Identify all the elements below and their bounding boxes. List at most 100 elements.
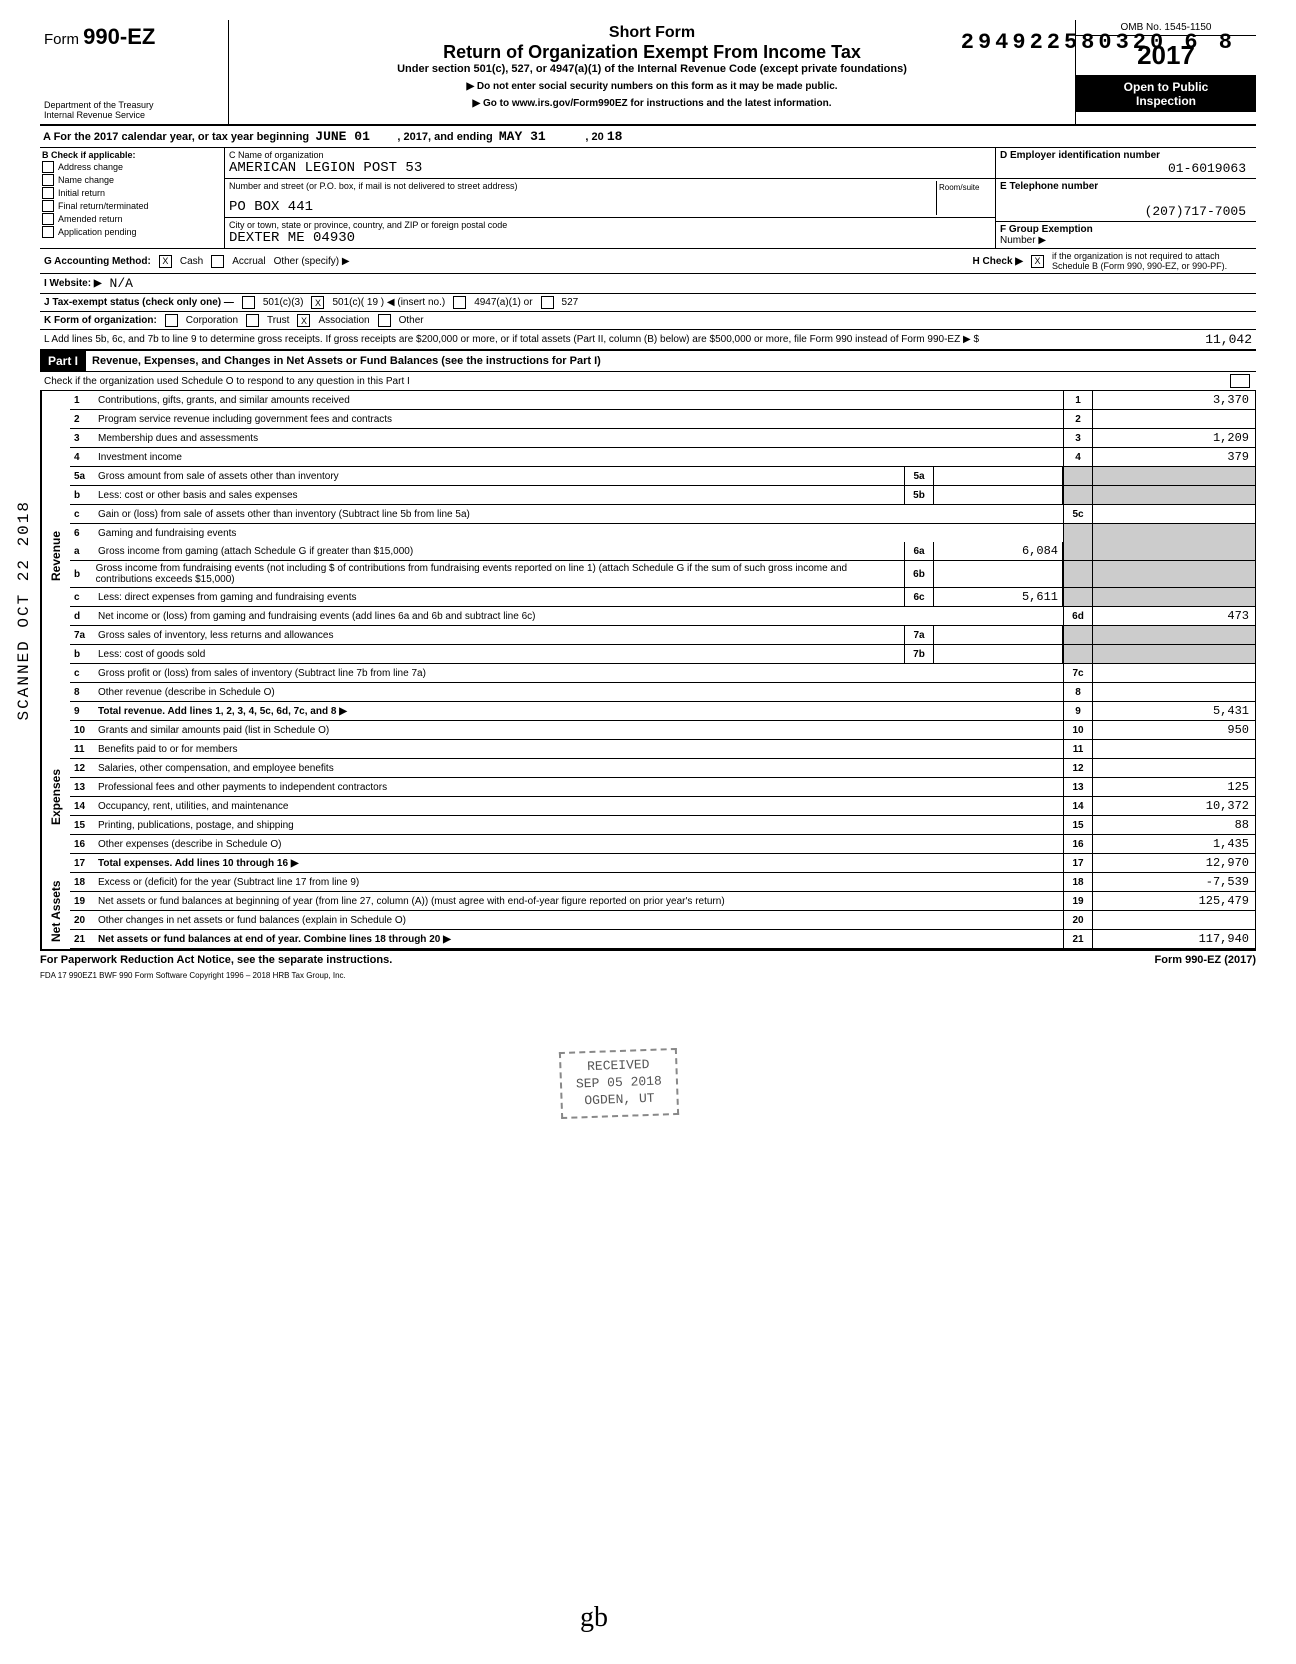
- line-4: 4 Investment income 4 379: [70, 448, 1255, 467]
- lbl-501c3: 501(c)(3): [263, 297, 304, 308]
- ein: 01-6019063: [1000, 161, 1252, 176]
- line-2: 2 Program service revenue including gove…: [70, 410, 1255, 429]
- entity-block: B Check if applicable: Address change Na…: [40, 148, 1256, 249]
- form-title: Return of Organization Exempt From Incom…: [237, 42, 1067, 63]
- ssn-warning: ▶ Do not enter social security numbers o…: [237, 81, 1067, 92]
- chk-final-return[interactable]: [42, 200, 54, 212]
- city-label: City or town, state or province, country…: [229, 220, 991, 230]
- chk-501c[interactable]: X: [311, 296, 324, 309]
- part1-check-text: Check if the organization used Schedule …: [44, 376, 410, 387]
- line-5b: b Less: cost or other basis and sales ex…: [70, 486, 1255, 505]
- line-5a: 5a Gross amount from sale of assets othe…: [70, 467, 1255, 486]
- line-12: 12 Salaries, other compensation, and emp…: [70, 759, 1255, 778]
- j-label: J Tax-exempt status (check only one) —: [44, 297, 234, 308]
- chk-name-change[interactable]: [42, 174, 54, 186]
- line-3: 3 Membership dues and assessments 3 1,20…: [70, 429, 1255, 448]
- l-arrow: ▶ $: [963, 334, 979, 345]
- chk-accrual[interactable]: [211, 255, 224, 268]
- lbl-initial-return: Initial return: [58, 188, 105, 198]
- part1-header: Part I Revenue, Expenses, and Changes in…: [40, 351, 1256, 372]
- lbl-4947: 4947(a)(1) or: [474, 297, 532, 308]
- short-form-label: Short Form: [237, 24, 1067, 42]
- line-17: 17 Total expenses. Add lines 10 through …: [70, 854, 1255, 873]
- g-label: G Accounting Method:: [44, 256, 151, 267]
- chk-corp[interactable]: [165, 314, 178, 327]
- line-8: 8 Other revenue (describe in Schedule O)…: [70, 683, 1255, 702]
- lbl-accrual: Accrual: [232, 256, 265, 267]
- website: N/A: [110, 276, 133, 291]
- line-1: 1 Contributions, gifts, grants, and simi…: [70, 391, 1255, 410]
- chk-app-pending[interactable]: [42, 226, 54, 238]
- line-6c: c Less: direct expenses from gaming and …: [70, 588, 1255, 607]
- lbl-amended: Amended return: [58, 214, 123, 224]
- line-6d: d Net income or (loss) from gaming and f…: [70, 607, 1255, 626]
- chk-501c3[interactable]: [242, 296, 255, 309]
- chk-amended[interactable]: [42, 213, 54, 225]
- lbl-address-change: Address change: [58, 162, 123, 172]
- e-label: E Telephone number: [1000, 181, 1098, 192]
- chk-address-change[interactable]: [42, 161, 54, 173]
- line-18: 18 Excess or (deficit) for the year (Sub…: [70, 873, 1255, 892]
- line-7a: 7a Gross sales of inventory, less return…: [70, 626, 1255, 645]
- open-public-1: Open to Public: [1080, 80, 1252, 94]
- street-label: Number and street (or P.O. box, if mail …: [229, 181, 936, 191]
- h-label: H Check ▶: [973, 256, 1023, 267]
- lbl-app-pending: Application pending: [58, 227, 137, 237]
- line-19: 19 Net assets or fund balances at beginn…: [70, 892, 1255, 911]
- scanned-stamp: SCANNED OCT 22 2018: [15, 500, 33, 720]
- line-6: 6 Gaming and fundraising events: [70, 524, 1255, 542]
- tax-year-begin: JUNE 01: [315, 129, 370, 144]
- signature: gb: [580, 1602, 608, 1634]
- chk-initial-return[interactable]: [42, 187, 54, 199]
- h-text: if the organization is not required to a…: [1052, 251, 1252, 271]
- line-a-mid: , 2017, and ending: [397, 131, 492, 143]
- chk-assoc[interactable]: X: [297, 314, 310, 327]
- line-10: 10 Grants and similar amounts paid (list…: [70, 721, 1255, 740]
- url-note: ▶ Go to www.irs.gov/Form990EZ for instru…: [237, 98, 1067, 109]
- f-number: Number ▶: [1000, 235, 1046, 246]
- lbl-name-change: Name change: [58, 175, 114, 185]
- chk-cash[interactable]: X: [159, 255, 172, 268]
- lbl-other-method: Other (specify) ▶: [274, 256, 350, 267]
- line-6a: a Gross income from gaming (attach Sched…: [70, 542, 1255, 561]
- form-number: 990-EZ: [83, 24, 155, 49]
- stamp-location: OGDEN, UT: [576, 1090, 662, 1110]
- d-label: D Employer identification number: [1000, 150, 1160, 161]
- line-15: 15 Printing, publications, postage, and …: [70, 816, 1255, 835]
- l-text: L Add lines 5b, 6c, and 7b to line 9 to …: [44, 334, 960, 345]
- i-label: I Website: ▶: [44, 278, 102, 289]
- room-label: Room/suite: [936, 181, 991, 215]
- chk-other-org[interactable]: [378, 314, 391, 327]
- phone: (207)717-7005: [1000, 204, 1252, 219]
- line-a-suffix: , 20: [585, 131, 603, 143]
- line-a: A For the 2017 calendar year, or tax yea…: [40, 126, 1256, 148]
- chk-4947[interactable]: [453, 296, 466, 309]
- part1-label: Part I: [40, 351, 86, 371]
- chk-schedule-o[interactable]: [1230, 374, 1250, 388]
- gross-receipts: 11,042: [1132, 332, 1252, 347]
- form-footer-right: Form 990-EZ (2017): [1155, 954, 1256, 966]
- paperwork-notice: For Paperwork Reduction Act Notice, see …: [40, 954, 392, 966]
- received-stamp: RECEIVED SEP 05 2018 OGDEN, UT: [559, 1048, 679, 1119]
- software-copyright: FDA 17 990EZ1 BWF 990 Form Software Copy…: [40, 969, 1256, 982]
- netassets-side-label: Net Assets: [41, 873, 70, 949]
- expenses-side-label: Expenses: [41, 721, 70, 873]
- f-label: F Group Exemption: [1000, 224, 1093, 235]
- line-21: 21 Net assets or fund balances at end of…: [70, 930, 1255, 949]
- line-9: 9 Total revenue. Add lines 1, 2, 3, 4, 5…: [70, 702, 1255, 721]
- chk-trust[interactable]: [246, 314, 259, 327]
- dept-treasury: Department of the Treasury: [44, 100, 224, 110]
- lbl-501c: 501(c)( 19 ) ◀ (insert no.): [332, 297, 445, 308]
- line-5c: c Gain or (loss) from sale of assets oth…: [70, 505, 1255, 524]
- chk-schedule-b[interactable]: X: [1031, 255, 1044, 268]
- form-subtitle: Under section 501(c), 527, or 4947(a)(1)…: [237, 63, 1067, 75]
- form-prefix: Form: [44, 31, 79, 48]
- lbl-other-org: Other: [399, 315, 424, 326]
- chk-527[interactable]: [541, 296, 554, 309]
- line-6b: b Gross income from fundraising events (…: [70, 561, 1255, 588]
- org-name: AMERICAN LEGION POST 53: [229, 160, 991, 176]
- irs: Internal Revenue Service: [44, 110, 224, 120]
- lbl-corp: Corporation: [186, 315, 238, 326]
- lbl-assoc: Association: [318, 315, 369, 326]
- line-13: 13 Professional fees and other payments …: [70, 778, 1255, 797]
